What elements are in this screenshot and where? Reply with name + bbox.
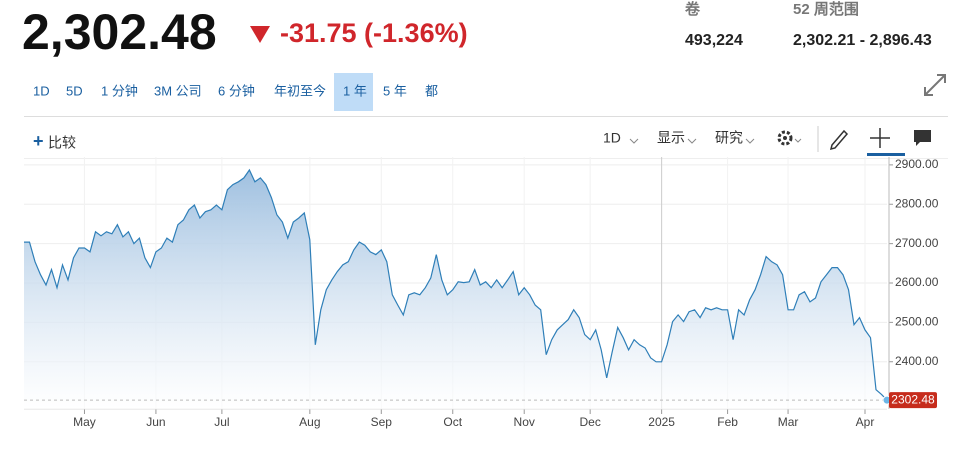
x-tick-label: Sep <box>371 415 393 429</box>
research-button[interactable]: 研究 <box>715 130 743 146</box>
y-tick-label: 2600.00 <box>895 275 939 289</box>
x-tick-label: May <box>73 415 96 429</box>
expand-icon[interactable] <box>924 74 946 96</box>
volume-label: 卷 <box>684 0 701 18</box>
price: 2,302.48 <box>22 4 217 60</box>
x-tick-label: Aug <box>299 415 320 429</box>
price-area <box>24 170 887 409</box>
chevron <box>687 138 697 144</box>
settings-icon[interactable] <box>777 130 802 146</box>
range-button[interactable]: 1 分钟 <box>101 83 138 98</box>
x-tick-label: Apr <box>856 415 875 429</box>
chevron <box>745 138 755 144</box>
range-button[interactable]: 1D <box>33 83 50 98</box>
y-tick-label: 2900.00 <box>895 157 939 171</box>
range-button[interactable]: 6 分钟 <box>218 83 255 98</box>
y-tick-label: 2400.00 <box>895 354 939 368</box>
active-tool-underline <box>867 153 905 156</box>
x-tick-label: Jul <box>214 415 229 429</box>
active-range-bg <box>334 73 373 111</box>
interval-button[interactable]: 1D <box>603 130 621 146</box>
range-button[interactable]: 年初至今 <box>274 83 326 98</box>
crosshair-icon[interactable] <box>870 128 890 148</box>
x-tick-label: Jun <box>146 415 165 429</box>
y-tick-label: 2500.00 <box>895 315 939 329</box>
comment-icon[interactable] <box>914 130 931 146</box>
plus-icon[interactable]: + <box>33 131 44 151</box>
display-button[interactable]: 显示 <box>657 130 685 146</box>
x-tick-label: Dec <box>580 415 601 429</box>
down-arrow <box>250 26 270 43</box>
x-tick-label: Feb <box>717 415 738 429</box>
price-line <box>24 168 888 401</box>
range-button[interactable]: 都 <box>425 83 438 98</box>
y-tick-label: 2800.00 <box>895 196 939 210</box>
range-buttons: 1D 5D 1 分钟 3M 公司 6 分钟 年初至今 1 年 5 年 都 <box>33 73 438 111</box>
volume: 493,224 <box>685 32 743 49</box>
draw-icon[interactable] <box>829 129 849 151</box>
y-tick-label: 2700.00 <box>895 236 939 250</box>
last-price-label: 2302.48 <box>891 392 935 406</box>
last-price-box <box>889 392 937 409</box>
plot: 2400.00 2500.00 2600.00 2700.00 2800.00 2900.… <box>24 157 939 429</box>
range-button[interactable]: 1 年 <box>343 83 367 98</box>
compare-button[interactable]: 比较 <box>48 135 76 151</box>
x-tick-label: Oct <box>443 415 462 429</box>
x-tick-label: Nov <box>514 415 535 429</box>
range-button[interactable]: 5D <box>66 83 83 98</box>
range-label: 52 周范围 <box>793 0 859 18</box>
x-tick-label: Mar <box>778 415 799 429</box>
range-button[interactable]: 5 年 <box>383 83 407 98</box>
range-value: 2,302.21 - 2,896.43 <box>793 32 932 49</box>
chevron <box>629 138 639 144</box>
price-change: -31.75 (-1.36%) <box>280 18 468 48</box>
x-tick-label: 2025 <box>648 415 675 429</box>
range-button[interactable]: 3M 公司 <box>154 83 202 98</box>
